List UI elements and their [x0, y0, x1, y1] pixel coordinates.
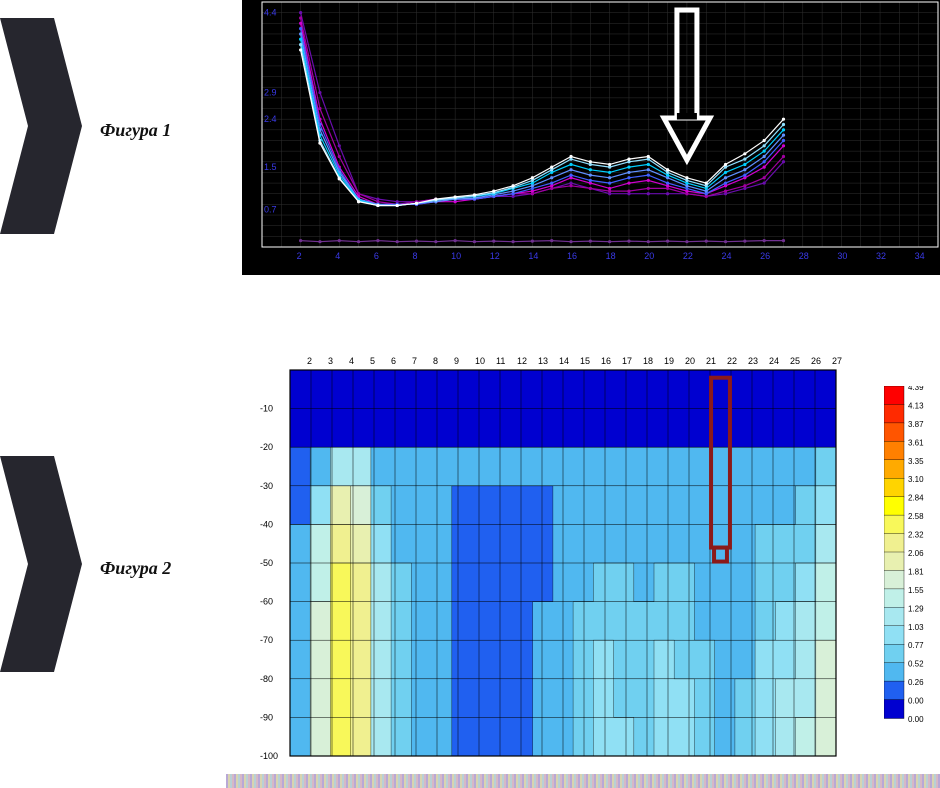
svg-text:25: 25 — [790, 356, 800, 366]
svg-text:-50: -50 — [260, 558, 273, 568]
svg-text:11: 11 — [496, 356, 505, 366]
svg-text:22: 22 — [683, 251, 693, 261]
figure2-colorscale: 4.39 4.13 3.87 3.61 3.35 3.10 2.84 2.58 2.32 2.06… — [884, 386, 940, 726]
svg-text:0.26: 0.26 — [908, 678, 924, 687]
svg-text:13: 13 — [538, 356, 548, 366]
svg-text:4: 4 — [349, 356, 354, 366]
svg-text:6: 6 — [391, 356, 396, 366]
svg-text:-100: -100 — [260, 751, 278, 761]
svg-text:3.87: 3.87 — [908, 420, 924, 429]
svg-text:10: 10 — [475, 356, 485, 366]
svg-text:28: 28 — [799, 251, 809, 261]
svg-text:2.32: 2.32 — [908, 531, 924, 540]
svg-text:1.55: 1.55 — [908, 586, 924, 595]
svg-text:2: 2 — [307, 356, 312, 366]
svg-text:17: 17 — [622, 356, 632, 366]
svg-text:14: 14 — [559, 356, 569, 366]
svg-text:-90: -90 — [260, 712, 273, 722]
svg-text:32: 32 — [876, 251, 886, 261]
figure1-chart: 0.71.52.42.94.42468101214161820222426283… — [242, 0, 940, 275]
svg-text:4.13: 4.13 — [908, 401, 924, 410]
svg-text:7: 7 — [412, 356, 417, 366]
svg-text:26: 26 — [760, 251, 770, 261]
chevron-fig1 — [0, 18, 82, 234]
svg-text:0.7: 0.7 — [264, 205, 277, 215]
svg-text:-10: -10 — [260, 404, 273, 414]
svg-text:18: 18 — [643, 356, 653, 366]
svg-text:3.35: 3.35 — [908, 457, 924, 466]
chevron-fig2 — [0, 456, 82, 672]
svg-text:3: 3 — [328, 356, 333, 366]
svg-text:4.4: 4.4 — [264, 8, 277, 18]
svg-text:-60: -60 — [260, 597, 273, 607]
svg-text:-80: -80 — [260, 674, 273, 684]
figure2-label: Фигура 2 — [100, 558, 171, 579]
figure1-label: Фигура 1 — [100, 120, 171, 141]
svg-text:15: 15 — [580, 356, 590, 366]
svg-text:18: 18 — [606, 251, 616, 261]
svg-text:10: 10 — [451, 251, 461, 261]
svg-text:0.00: 0.00 — [908, 715, 924, 724]
svg-text:2: 2 — [297, 251, 302, 261]
svg-text:4.39: 4.39 — [908, 386, 924, 392]
svg-text:34: 34 — [915, 251, 925, 261]
svg-text:-40: -40 — [260, 519, 273, 529]
svg-text:1.5: 1.5 — [264, 162, 277, 172]
svg-text:23: 23 — [748, 356, 758, 366]
svg-text:6: 6 — [374, 251, 379, 261]
svg-text:0.77: 0.77 — [908, 641, 924, 650]
page-root: Фигура 1 Фигура 2 0.71.52.42.94.42468101… — [0, 0, 940, 788]
svg-text:3.10: 3.10 — [908, 475, 924, 484]
svg-text:5: 5 — [370, 356, 375, 366]
svg-text:22: 22 — [727, 356, 737, 366]
svg-text:26: 26 — [811, 356, 821, 366]
svg-text:1.81: 1.81 — [908, 567, 924, 576]
svg-text:-70: -70 — [260, 635, 273, 645]
svg-text:24: 24 — [722, 251, 732, 261]
noise-bar — [226, 774, 940, 788]
svg-text:21: 21 — [706, 356, 716, 366]
svg-text:0.52: 0.52 — [908, 660, 924, 669]
svg-text:9: 9 — [454, 356, 459, 366]
svg-text:27: 27 — [832, 356, 842, 366]
svg-text:30: 30 — [837, 251, 847, 261]
svg-text:8: 8 — [433, 356, 438, 366]
svg-text:20: 20 — [644, 251, 654, 261]
svg-text:2.58: 2.58 — [908, 512, 924, 521]
svg-text:8: 8 — [413, 251, 418, 261]
svg-text:14: 14 — [528, 251, 538, 261]
svg-text:20: 20 — [685, 356, 695, 366]
svg-text:24: 24 — [769, 356, 779, 366]
svg-text:12: 12 — [490, 251, 500, 261]
svg-text:-30: -30 — [260, 481, 273, 491]
svg-text:3.61: 3.61 — [908, 438, 924, 447]
svg-text:2.06: 2.06 — [908, 549, 924, 558]
svg-text:-20: -20 — [260, 442, 273, 452]
svg-text:0.00: 0.00 — [908, 697, 924, 706]
svg-text:4: 4 — [335, 251, 340, 261]
svg-text:2.84: 2.84 — [908, 494, 924, 503]
svg-text:16: 16 — [567, 251, 577, 261]
svg-text:1.03: 1.03 — [908, 623, 924, 632]
svg-text:16: 16 — [601, 356, 611, 366]
svg-text:12: 12 — [517, 356, 527, 366]
figure2-chart: 2345678910111213141516171819202122232425… — [240, 350, 846, 764]
svg-text:2.9: 2.9 — [264, 88, 277, 98]
svg-text:2.4: 2.4 — [264, 114, 277, 124]
svg-text:1.29: 1.29 — [908, 604, 924, 613]
svg-text:19: 19 — [664, 356, 674, 366]
